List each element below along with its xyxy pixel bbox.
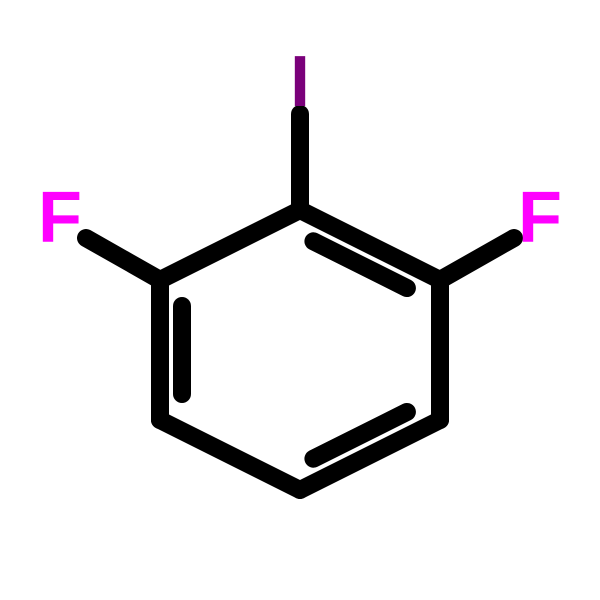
bond-to-fluorine-right bbox=[440, 238, 514, 280]
atom-label-iodine: I bbox=[290, 42, 310, 122]
bond-to-fluorine-left bbox=[86, 238, 160, 280]
molecule-diagram: I F F bbox=[0, 0, 600, 600]
ring-bond bbox=[160, 420, 300, 490]
atom-label-fluorine-left: F bbox=[38, 178, 82, 258]
atom-label-fluorine-right: F bbox=[518, 178, 562, 258]
ring-bond bbox=[160, 210, 300, 280]
bond-layer bbox=[86, 114, 514, 490]
